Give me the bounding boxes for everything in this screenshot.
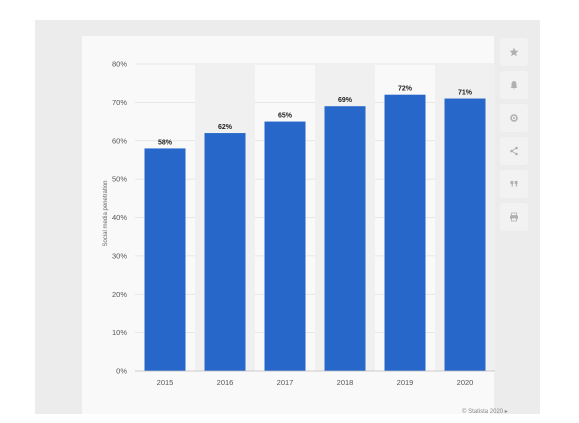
- y-tick-label: 10%: [112, 328, 127, 337]
- x-tick-label: 2016: [217, 378, 234, 387]
- quote-icon[interactable]: [500, 170, 528, 198]
- x-tick-label: 2015: [157, 378, 174, 387]
- data-label-2019: 72%: [398, 86, 413, 93]
- y-tick-label: 50%: [112, 175, 127, 184]
- gear-icon[interactable]: [500, 104, 528, 132]
- bell-icon[interactable]: [500, 71, 528, 99]
- data-label-2020: 71%: [458, 90, 473, 97]
- x-axis-ticks: 2015 2016 2017 2018 2019 2020: [157, 378, 474, 387]
- y-tick-label: 70%: [112, 98, 127, 107]
- data-label-2015: 58%: [158, 139, 173, 146]
- y-axis-ticks: 0% 10% 20% 30% 40% 50% 60% 70% 80%: [112, 60, 127, 376]
- x-tick-label: 2020: [457, 378, 474, 387]
- bar-2019[interactable]: [384, 94, 426, 371]
- bar-2017[interactable]: [264, 121, 306, 371]
- y-axis-title: Social media penetration: [103, 180, 109, 246]
- y-tick-label: 60%: [112, 136, 127, 145]
- print-icon[interactable]: [500, 203, 528, 231]
- bar-2020[interactable]: [444, 98, 486, 371]
- bar-2015[interactable]: [144, 148, 186, 371]
- y-tick-label: 20%: [112, 290, 127, 299]
- data-labels: 58% 62% 65% 69% 72% 71%: [158, 86, 473, 147]
- bars: [144, 94, 486, 372]
- source-credit[interactable]: © Statista 2020 ▸: [462, 409, 508, 415]
- data-label-2016: 62%: [218, 124, 233, 131]
- data-label-2017: 65%: [278, 113, 293, 120]
- y-tick-label: 30%: [112, 251, 127, 260]
- x-tick-label: 2019: [397, 378, 414, 387]
- chart-toolbar: [500, 38, 530, 238]
- x-tick-label: 2018: [337, 378, 354, 387]
- bar-2016[interactable]: [204, 133, 246, 371]
- y-tick-label: 80%: [112, 60, 127, 69]
- x-tick-label: 2017: [277, 378, 294, 387]
- y-tick-label: 40%: [112, 213, 127, 222]
- y-tick-label: 0%: [116, 367, 127, 376]
- share-icon[interactable]: [500, 137, 528, 165]
- bar-2018[interactable]: [324, 106, 366, 372]
- star-icon[interactable]: [500, 38, 528, 66]
- data-label-2018: 69%: [338, 97, 353, 104]
